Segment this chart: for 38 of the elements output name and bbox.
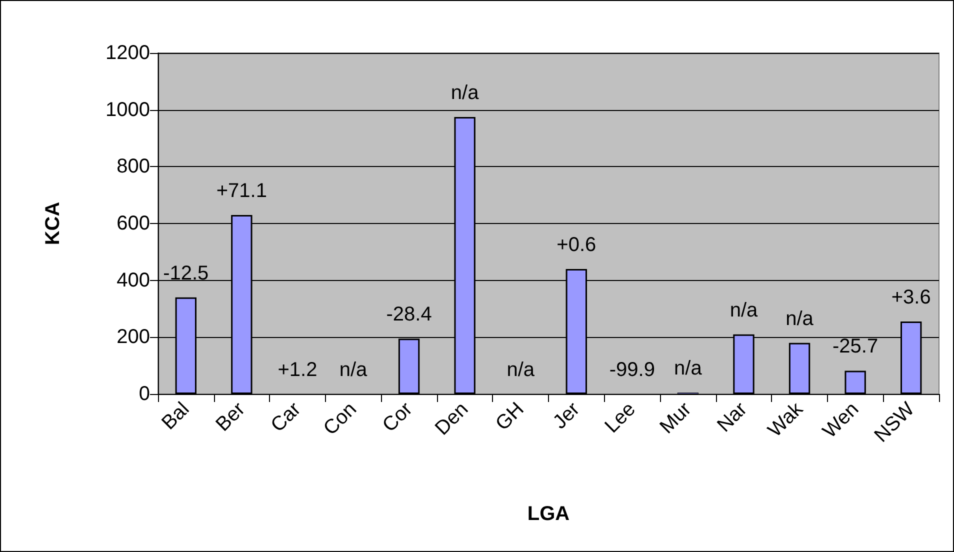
x-tick-label: Con xyxy=(320,398,362,440)
annotation: -28.4 xyxy=(386,304,432,326)
x-tick-label: Den xyxy=(431,398,473,440)
annotation: -99.9 xyxy=(609,359,655,381)
annotation: n/a xyxy=(730,299,759,322)
x-tick-label: Cor xyxy=(378,398,418,437)
x-tick-label: Car xyxy=(266,398,306,437)
y-axis-title: KCA xyxy=(42,202,64,246)
x-tick-label: Bal xyxy=(158,398,194,434)
annotation: -25.7 xyxy=(832,336,878,358)
x-tick-label: Jer xyxy=(548,398,584,434)
bar xyxy=(788,342,810,394)
x-axis-title: LGA xyxy=(527,503,570,525)
x-tick-label: Wen xyxy=(818,398,864,443)
annotation: -12.5 xyxy=(163,262,209,284)
x-tick-label: Lee xyxy=(600,398,640,438)
bar xyxy=(844,370,866,394)
y-tick-label: 400 xyxy=(116,269,150,292)
x-tick-label: Ber xyxy=(212,398,250,436)
y-tick-label: 600 xyxy=(116,212,150,234)
annotation: +3.6 xyxy=(891,286,931,309)
annotation: n/a xyxy=(674,358,703,380)
annotation: n/a xyxy=(450,82,480,104)
x-tick-label: Mur xyxy=(656,398,696,438)
y-tick-label: 0 xyxy=(138,383,150,405)
x-tick-label: Nar xyxy=(713,398,752,437)
annotation: +0.6 xyxy=(556,234,596,256)
y-tick-label: 800 xyxy=(116,156,150,178)
annotation: n/a xyxy=(506,359,536,381)
annotation: n/a xyxy=(339,359,368,381)
annotation: +1.2 xyxy=(278,359,318,381)
y-tick-label: 1000 xyxy=(106,98,150,121)
x-tick-label: Wak xyxy=(764,398,808,442)
y-tick-label: 1200 xyxy=(106,42,150,64)
x-tick-label: GH xyxy=(492,398,528,435)
annotation: +71.1 xyxy=(216,180,267,202)
annotation: n/a xyxy=(786,308,814,330)
y-tick-label: 200 xyxy=(116,326,150,348)
